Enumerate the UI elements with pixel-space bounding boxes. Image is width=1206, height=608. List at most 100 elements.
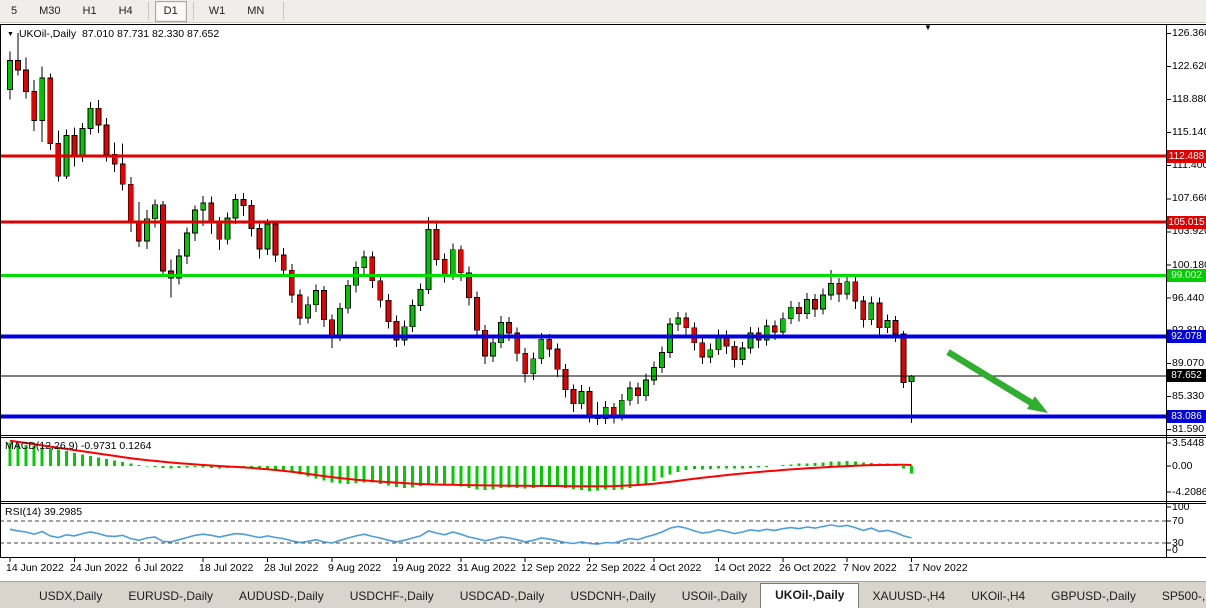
tab-ukoil-daily[interactable]: UKOil-,Daily <box>760 583 860 608</box>
candle-body <box>321 290 327 321</box>
candle-body <box>393 321 400 341</box>
candle-body <box>151 204 158 220</box>
candle-body <box>39 77 46 121</box>
timeframe-button-w1[interactable]: W1 <box>208 4 226 17</box>
chart-shift-marker-icon[interactable]: ▼ <box>924 23 932 32</box>
price-badge-92.078: 92.078 <box>1167 330 1206 344</box>
toolbar-separator <box>283 2 285 20</box>
timeframe-button-h1[interactable]: H1 <box>82 4 97 17</box>
candle-body <box>369 256 376 282</box>
candle-body <box>852 281 859 302</box>
candle-body <box>47 77 54 144</box>
rsi-axis-tick: 0 <box>1172 543 1178 556</box>
timeframe-button-d1[interactable]: D1 <box>154 0 187 22</box>
chart-title: ▼ UKOil-,Daily 87.010 87.731 82.330 87.65… <box>7 28 219 40</box>
candle-body <box>787 306 794 320</box>
candle-body <box>884 320 891 329</box>
candle-body <box>506 321 513 334</box>
candle-body <box>425 229 432 291</box>
date-axis-label: 19 Aug 2022 <box>392 562 451 574</box>
tab-eurusd-daily[interactable]: EURUSD-,Daily <box>128 589 214 603</box>
candle-body <box>892 320 899 335</box>
price-axis-tick: 89.070 <box>1172 356 1205 369</box>
candle-body <box>15 60 21 71</box>
price-axis-tick: 118.880 <box>1172 93 1206 105</box>
date-axis-label: 28 Jul 2022 <box>264 562 319 574</box>
candle-body <box>31 90 38 121</box>
candle-body <box>828 283 834 296</box>
candle-body <box>675 317 682 325</box>
candle-body <box>272 223 279 256</box>
price-axis-tick: 107.660 <box>1172 192 1206 205</box>
candle-body <box>216 221 223 240</box>
candle-body <box>908 375 915 382</box>
price-badge-105.015: 105.015 <box>1167 215 1206 229</box>
price-badge-112.488: 112.488 <box>1167 149 1206 163</box>
candle-body <box>683 317 690 329</box>
tab-audusd-daily[interactable]: AUDUSD-,Daily <box>239 589 324 603</box>
candle-body <box>570 389 577 405</box>
candle-body <box>586 391 593 416</box>
tab-usdchf-daily[interactable]: USDCHF-,Daily <box>349 589 434 603</box>
price-badge-87.652: 87.652 <box>1167 369 1206 383</box>
candle-body <box>23 69 30 92</box>
candle-body <box>224 217 231 240</box>
rsi-axis-tick: 70 <box>1172 514 1184 527</box>
price-badge-99.002: 99.002 <box>1167 268 1206 282</box>
candle-body <box>143 218 150 242</box>
candle-body <box>473 297 480 331</box>
date-axis-label: 7 Nov 2022 <box>843 562 897 574</box>
timeframe-button-5[interactable]: 5 <box>11 4 18 17</box>
date-axis-label: 22 Sep 2022 <box>586 562 646 574</box>
candle-body <box>441 259 448 275</box>
candle-body <box>820 294 826 310</box>
candle-body <box>562 368 569 391</box>
candle-body <box>457 249 464 274</box>
date-axis-label: 18 Jul 2022 <box>199 562 254 574</box>
tab-gbpusd-daily[interactable]: GBPUSD-,Daily <box>1051 589 1136 603</box>
price-axis-tick: 126.360 <box>1172 26 1206 39</box>
candle-body <box>232 198 239 219</box>
chart-frame-top <box>0 24 1206 25</box>
candle-body <box>626 387 633 401</box>
timeframe-button-mn[interactable]: MN <box>247 4 265 17</box>
candle-body <box>200 202 207 211</box>
trend-arrow-shaft[interactable] <box>946 349 1037 408</box>
tab-usoil-daily[interactable]: USOil-,Daily <box>681 589 748 603</box>
candle-body <box>876 302 883 329</box>
candle-body <box>844 281 851 295</box>
macd-label: MACD(12,26,9) -0.9731 0.1264 <box>5 440 152 452</box>
candle-body <box>329 319 335 337</box>
candle-body <box>796 306 802 314</box>
rsi-line <box>9 524 912 545</box>
trend-arrow-head[interactable] <box>1027 396 1048 413</box>
candle-body <box>296 294 303 319</box>
candle-body <box>771 325 778 333</box>
candle-body <box>312 290 319 306</box>
timeframe-button-h4[interactable]: H4 <box>118 4 133 17</box>
candle-body <box>651 367 657 381</box>
rsi-axis-tick: 100 <box>1172 500 1190 513</box>
candle-body <box>739 347 746 360</box>
symbol-dropdown-icon[interactable]: ▼ <box>7 31 14 38</box>
timeframe-button-m30[interactable]: M30 <box>39 4 61 17</box>
candle-body <box>288 269 295 296</box>
tab-usdcnh-daily[interactable]: USDCNH-,Daily <box>570 589 656 603</box>
price-axis-tick: 122.620 <box>1172 59 1206 72</box>
price-badge-83.086: 83.086 <box>1167 409 1206 423</box>
chart-frame-left <box>0 24 1 557</box>
candle-body <box>498 321 504 344</box>
candle-body <box>707 349 714 358</box>
candle-body <box>7 60 13 91</box>
candle-body <box>304 304 311 319</box>
candle-body <box>860 300 867 321</box>
date-axis-label: 31 Aug 2022 <box>457 562 516 574</box>
tab-usdx-daily[interactable]: USDX,Daily <box>39 589 103 603</box>
tab-sp500-h4[interactable]: SP500-,H4 <box>1161 589 1206 603</box>
tab-ukoil-h4[interactable]: UKOil-,H4 <box>971 589 1026 603</box>
candle-body <box>280 254 287 271</box>
tab-xauusd-h4[interactable]: XAUUSD-,H4 <box>872 589 946 603</box>
candle-body <box>248 205 255 229</box>
tab-usdcad-daily[interactable]: USDCAD-,Daily <box>459 589 545 603</box>
